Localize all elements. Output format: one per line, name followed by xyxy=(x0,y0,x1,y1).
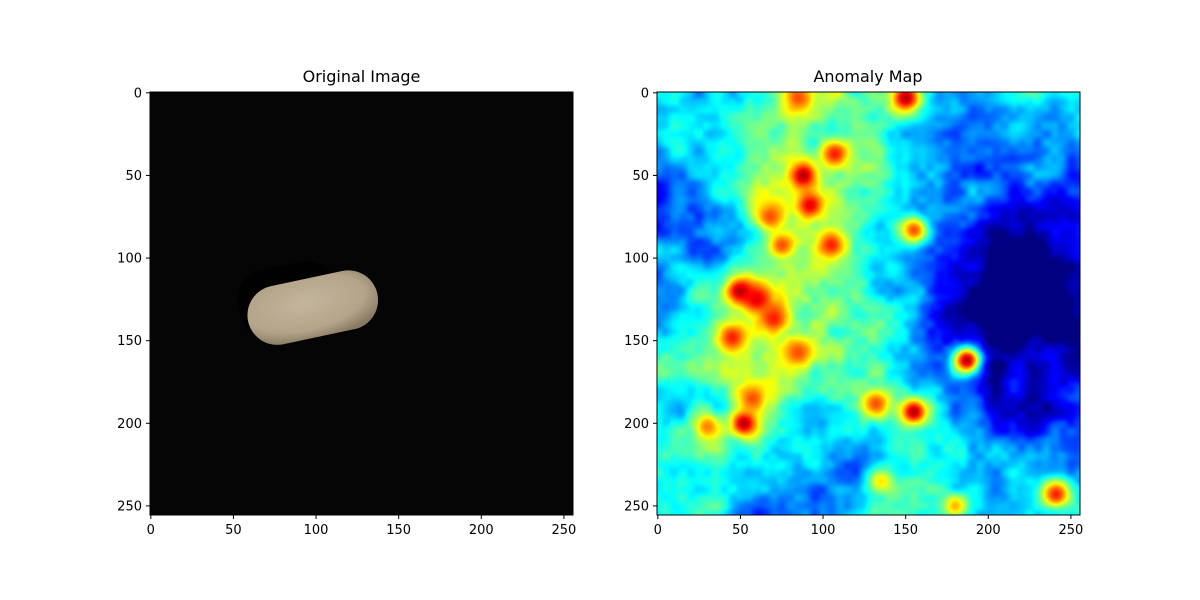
x-tick-label: 100 xyxy=(304,523,329,538)
x-tick-label: 150 xyxy=(386,523,411,538)
axes-frame xyxy=(656,91,1081,516)
x-axis: 0 50 100 150 200 250 xyxy=(147,515,576,538)
x-tick-label: 100 xyxy=(811,523,836,538)
x-tick-label: 0 xyxy=(654,523,662,538)
y-tick-label: 150 xyxy=(117,334,142,349)
y-tick-label: 200 xyxy=(624,417,649,432)
original-image xyxy=(150,92,573,515)
chart-title: Original Image xyxy=(303,67,421,86)
y-tick-label: 0 xyxy=(641,86,649,101)
y-tick-label: 100 xyxy=(624,252,649,267)
anomaly-heatmap-image xyxy=(657,92,1080,515)
axes-frame xyxy=(149,91,574,516)
y-tick-label: 150 xyxy=(624,334,649,349)
y-tick-label: 50 xyxy=(632,169,649,184)
x-tick-label: 150 xyxy=(893,523,918,538)
x-tick-label: 250 xyxy=(551,523,576,538)
y-tick-label: 0 xyxy=(134,86,142,101)
y-tick-label: 200 xyxy=(117,417,142,432)
y-axis: 0 50 100 150 200 250 xyxy=(117,86,150,514)
y-tick-label: 100 xyxy=(117,252,142,267)
x-tick-label: 250 xyxy=(1058,523,1083,538)
anomaly-heatmap xyxy=(657,92,1080,515)
x-tick-label: 200 xyxy=(976,523,1001,538)
y-tick-label: 250 xyxy=(117,499,142,514)
y-axis: 0 50 100 150 200 250 xyxy=(624,86,657,514)
x-axis: 0 50 100 150 200 250 xyxy=(654,515,1083,538)
x-tick-label: 0 xyxy=(147,523,155,538)
y-tick-label: 50 xyxy=(125,169,142,184)
pebble xyxy=(247,270,379,345)
x-tick-label: 200 xyxy=(469,523,494,538)
x-tick-label: 50 xyxy=(732,523,749,538)
chart-title: Anomaly Map xyxy=(813,67,922,86)
y-tick-label: 250 xyxy=(624,499,649,514)
panel-original-image: Original Image 0 50 100 150 200 250 0 50 100 150… xyxy=(117,67,576,538)
panel-anomaly-map: Anomaly Map 0 50 100 150 200 250 0 50 100 150 200… xyxy=(624,67,1083,538)
x-tick-label: 50 xyxy=(225,523,242,538)
